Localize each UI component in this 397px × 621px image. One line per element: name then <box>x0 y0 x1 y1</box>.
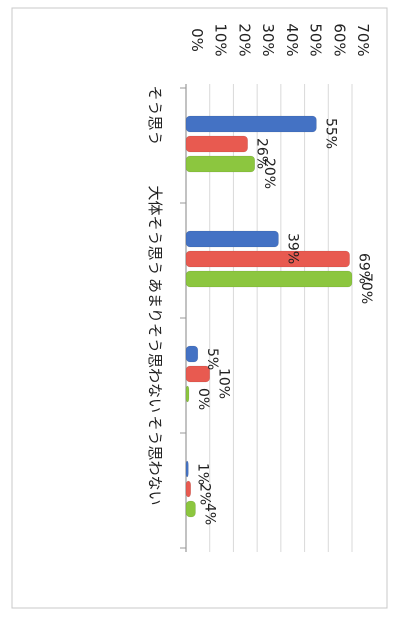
y-tick-label: 10% <box>212 23 230 56</box>
category-label: そう思わない <box>146 415 164 505</box>
y-tick-label: 40% <box>283 23 301 56</box>
bar <box>185 460 189 478</box>
bar-value-label: 20% <box>261 158 277 189</box>
y-tick-label: 20% <box>235 23 253 56</box>
bar <box>185 385 190 403</box>
bar <box>185 155 256 173</box>
category-label: そう思う <box>146 85 164 145</box>
bar <box>185 230 279 248</box>
chart-frame <box>11 7 388 609</box>
y-tick-label: 50% <box>307 23 325 56</box>
bar <box>185 135 248 153</box>
y-tick-label: 60% <box>330 23 348 56</box>
bar-value-label: 10% <box>216 368 232 399</box>
bar <box>185 500 196 518</box>
y-tick-label: 70% <box>354 23 372 56</box>
bar-value-label: 2% <box>197 483 213 505</box>
bar <box>185 250 350 268</box>
bar-value-label: 5% <box>204 348 220 370</box>
bars <box>185 115 353 518</box>
y-tick-label: 0% <box>188 28 206 52</box>
bar <box>185 115 317 133</box>
bar-value-label: 0% <box>195 388 211 410</box>
bar <box>185 270 353 288</box>
y-tick-label: 30% <box>259 23 277 56</box>
axes: 0% 10% 20% 30% 40% 50% 60% 70% <box>180 23 372 552</box>
bar <box>185 345 199 363</box>
category-label: あまりそう思わない <box>146 278 164 413</box>
bar-value-label: 70% <box>358 273 374 304</box>
bar-value-label: 69% <box>356 253 372 284</box>
bar <box>185 365 210 383</box>
category-label: 大体そう思う <box>146 185 164 275</box>
bar-value-label: 55% <box>322 118 338 149</box>
bar-value-label: 26% <box>254 138 270 169</box>
bar-value-label: 1% <box>194 463 210 485</box>
bar-value-label: 39% <box>284 233 300 264</box>
bar-value-label: 4% <box>201 503 217 525</box>
bar <box>185 480 191 498</box>
